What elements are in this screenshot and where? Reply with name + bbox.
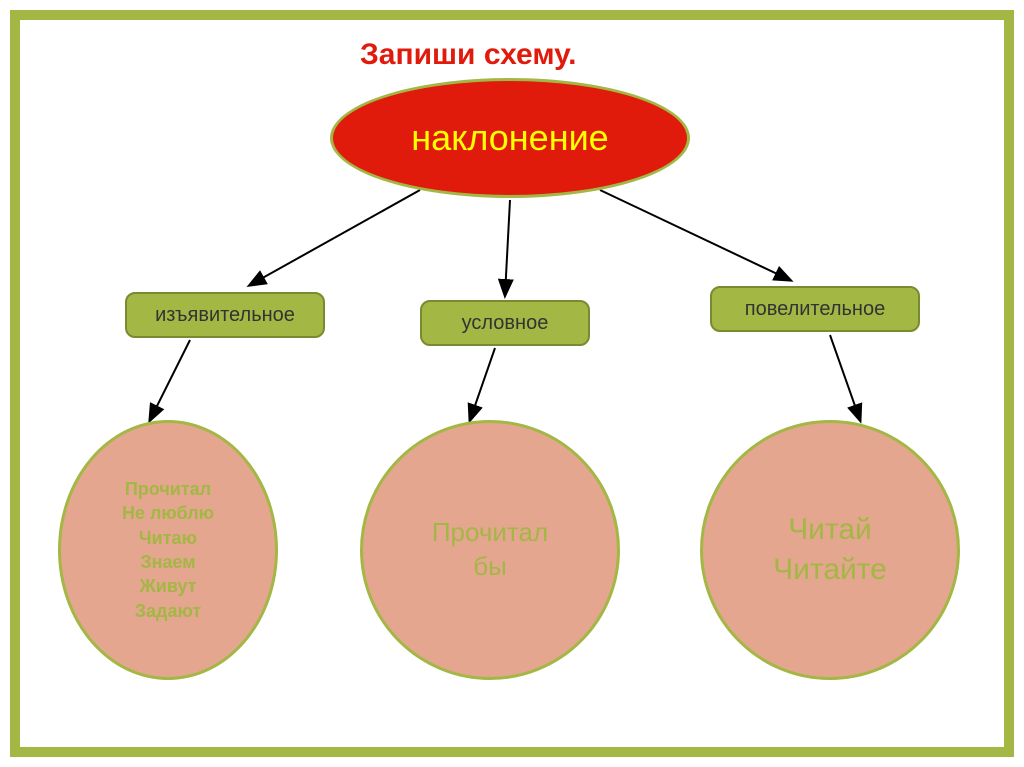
example-node-line: бы [473,550,507,584]
arrow-line [250,190,420,285]
central-node-label: наклонение [411,117,608,159]
arrow-line [505,200,510,295]
diagram-frame: Запиши схему. наклонение изъявительное ус… [10,10,1014,757]
example-node-line: Знаем [140,550,195,574]
category-box: изъявительное [125,292,325,338]
arrow-line [470,348,495,420]
example-node-line: Читаю [139,526,197,550]
category-box: условное [420,300,590,346]
example-node-line: Живут [140,574,197,598]
central-node: наклонение [330,78,690,198]
example-node: ПрочиталНе люблюЧитаюЗнаемЖивутЗадают [58,420,278,680]
example-node-line: Прочитал [432,516,548,550]
arrow-line [150,340,190,420]
example-node-line: Не люблю [122,501,214,525]
example-node: Прочиталбы [360,420,620,680]
category-box-label: изъявительное [155,304,295,327]
arrow-line [600,190,790,280]
diagram-canvas: Запиши схему. наклонение изъявительное ус… [20,20,1004,747]
example-node-line: Читай [788,510,872,551]
example-node: ЧитайЧитайте [700,420,960,680]
category-box-label: условное [462,312,549,335]
diagram-title: Запиши схему. [360,38,577,72]
arrow-line [830,335,860,420]
category-box-label: повелительное [745,298,885,321]
example-node-line: Читайте [773,550,887,591]
example-node-line: Задают [135,599,201,623]
category-box: повелительное [710,286,920,332]
example-node-line: Прочитал [125,477,211,501]
